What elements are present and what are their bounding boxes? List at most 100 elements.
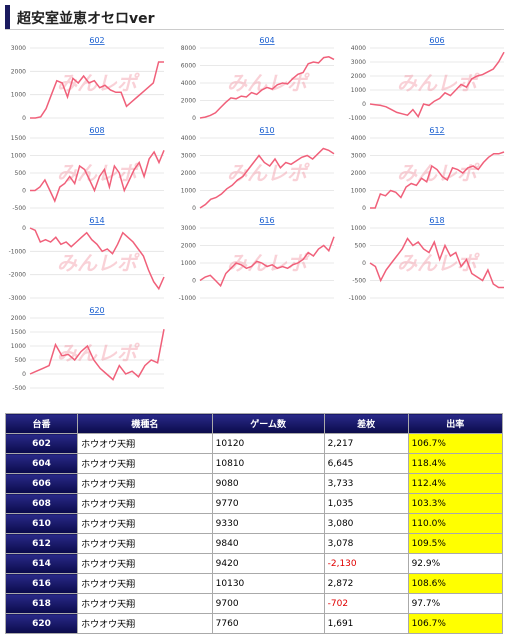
y-tick-label: -500: [352, 278, 366, 285]
series-line: [30, 150, 165, 203]
y-tick-label: 0: [22, 115, 26, 122]
chart-title[interactable]: 616: [259, 216, 274, 225]
y-tick-label: 1000: [11, 153, 26, 160]
machine-number: 610: [4, 513, 79, 534]
y-tick-label: -1000: [9, 248, 27, 255]
y-tick-label: 0: [22, 225, 26, 232]
series-line: [30, 61, 164, 119]
table-cell: 1,691: [323, 613, 409, 634]
y-tick-label: 1000: [11, 343, 26, 350]
y-tick-label: 4000: [351, 45, 366, 52]
y-tick-label: 8000: [181, 45, 196, 52]
chart-title[interactable]: 602: [89, 36, 104, 45]
series-line: [199, 147, 335, 209]
table-cell: 103.3%: [407, 493, 504, 514]
chart-title[interactable]: 606: [429, 36, 444, 45]
y-tick-label: -1000: [349, 115, 367, 122]
table-row: 620 ホウオウ天翔 7760 1,691 106.7%: [4, 613, 504, 634]
y-tick-label: 4000: [181, 80, 196, 87]
chart-title[interactable]: 618: [429, 216, 444, 225]
column-header: ゲーム数: [211, 413, 325, 434]
y-tick-label: -1000: [349, 295, 367, 302]
y-tick-label: 0: [362, 205, 366, 212]
series-line: [29, 227, 165, 291]
table-cell: 106.7%: [407, 613, 504, 634]
y-tick-label: 500: [15, 357, 27, 364]
header: 超安室並恵オセロver: [5, 5, 504, 30]
y-tick-label: 3000: [351, 59, 366, 66]
y-tick-label: 4000: [181, 135, 196, 142]
y-tick-label: 1000: [351, 225, 366, 232]
y-tick-label: 2000: [351, 73, 366, 80]
y-tick-label: 6000: [181, 63, 196, 70]
table-cell: ホウオウ天翔: [77, 573, 213, 594]
table-cell: ホウオウ天翔: [77, 473, 213, 494]
y-tick-label: 0: [192, 115, 196, 122]
y-tick-label: 500: [15, 170, 27, 177]
page-title: 超安室並恵オセロver: [17, 11, 155, 27]
y-tick-label: 1000: [181, 260, 196, 267]
y-tick-label: 1500: [11, 135, 26, 142]
table-cell: 112.4%: [407, 473, 504, 494]
y-tick-label: 1500: [11, 329, 26, 336]
chart-title[interactable]: 608: [89, 126, 104, 135]
chart-title[interactable]: 612: [429, 126, 444, 135]
table-row: 610 ホウオウ天翔 9330 3,080 110.0%: [4, 513, 504, 534]
table-row: 618 ホウオウ天翔 9700 -702 97.7%: [4, 593, 504, 614]
chart-title[interactable]: 614: [89, 216, 104, 225]
chart-title[interactable]: 610: [259, 126, 274, 135]
table-cell: -2,130: [323, 553, 409, 574]
column-header: 機種名: [77, 413, 213, 434]
machine-number: 618: [4, 593, 79, 614]
y-tick-label: -500: [12, 385, 26, 392]
y-tick-label: -1000: [179, 295, 197, 302]
table-cell: 109.5%: [407, 533, 504, 554]
header-bar: [5, 5, 10, 29]
table-header: 台番 機種名 ゲーム数 差枚 出率: [4, 413, 504, 434]
y-tick-label: 3000: [181, 153, 196, 160]
series-line: [199, 236, 335, 288]
table-cell: 110.0%: [407, 513, 504, 534]
machine-number: 604: [4, 453, 79, 474]
y-tick-label: 0: [22, 371, 26, 378]
table-cell: 3,080: [323, 513, 409, 534]
y-tick-label: 1000: [351, 87, 366, 94]
table-cell: ホウオウ天翔: [77, 513, 213, 534]
table-cell: ホウオウ天翔: [77, 593, 213, 614]
table-cell: 9700: [211, 593, 325, 614]
chart-title[interactable]: 620: [89, 306, 104, 315]
table-row: 608 ホウオウ天翔 9770 1,035 103.3%: [4, 493, 504, 514]
y-tick-label: 0: [362, 101, 366, 108]
series-line: [29, 329, 165, 381]
table-cell: 10810: [211, 453, 325, 474]
y-tick-label: 2000: [181, 98, 196, 105]
table-cell: 9840: [211, 533, 325, 554]
series-line: [369, 237, 504, 289]
y-tick-label: 3000: [351, 153, 366, 160]
y-tick-label: 3000: [11, 45, 26, 52]
machine-number: 616: [4, 573, 79, 594]
y-tick-label: 4000: [351, 135, 366, 142]
table-cell: 118.4%: [407, 453, 504, 474]
table-cell: ホウオウ天翔: [77, 553, 213, 574]
y-tick-label: 0: [22, 188, 26, 195]
table-cell: 92.9%: [407, 553, 504, 574]
table-cell: ホウオウ天翔: [77, 533, 213, 554]
series-line: [369, 51, 505, 119]
machine-number: 608: [4, 493, 79, 514]
column-header: 差枚: [323, 413, 409, 434]
machine-number: 614: [4, 553, 79, 574]
watermark: みんレポ: [397, 71, 480, 95]
y-tick-label: 2000: [11, 315, 26, 322]
series-line: [199, 56, 335, 119]
chart-grid: 602 0 1000 2000 3000 みんレポ 604 0 2000 4000 6000 8000…: [9, 36, 505, 392]
table-row: 612 ホウオウ天翔 9840 3,078 109.5%: [4, 533, 504, 554]
machine-number: 612: [4, 533, 79, 554]
y-tick-label: 1000: [11, 92, 26, 99]
chart-title[interactable]: 604: [259, 36, 274, 45]
machine-number: 620: [4, 613, 79, 634]
data-table: 台番 機種名 ゲーム数 差枚 出率 602 ホウオウ天翔 10120 2,217 106.7% 6…: [4, 413, 504, 634]
table-cell: 3,078: [323, 533, 409, 554]
table-cell: 6,645: [323, 453, 409, 474]
